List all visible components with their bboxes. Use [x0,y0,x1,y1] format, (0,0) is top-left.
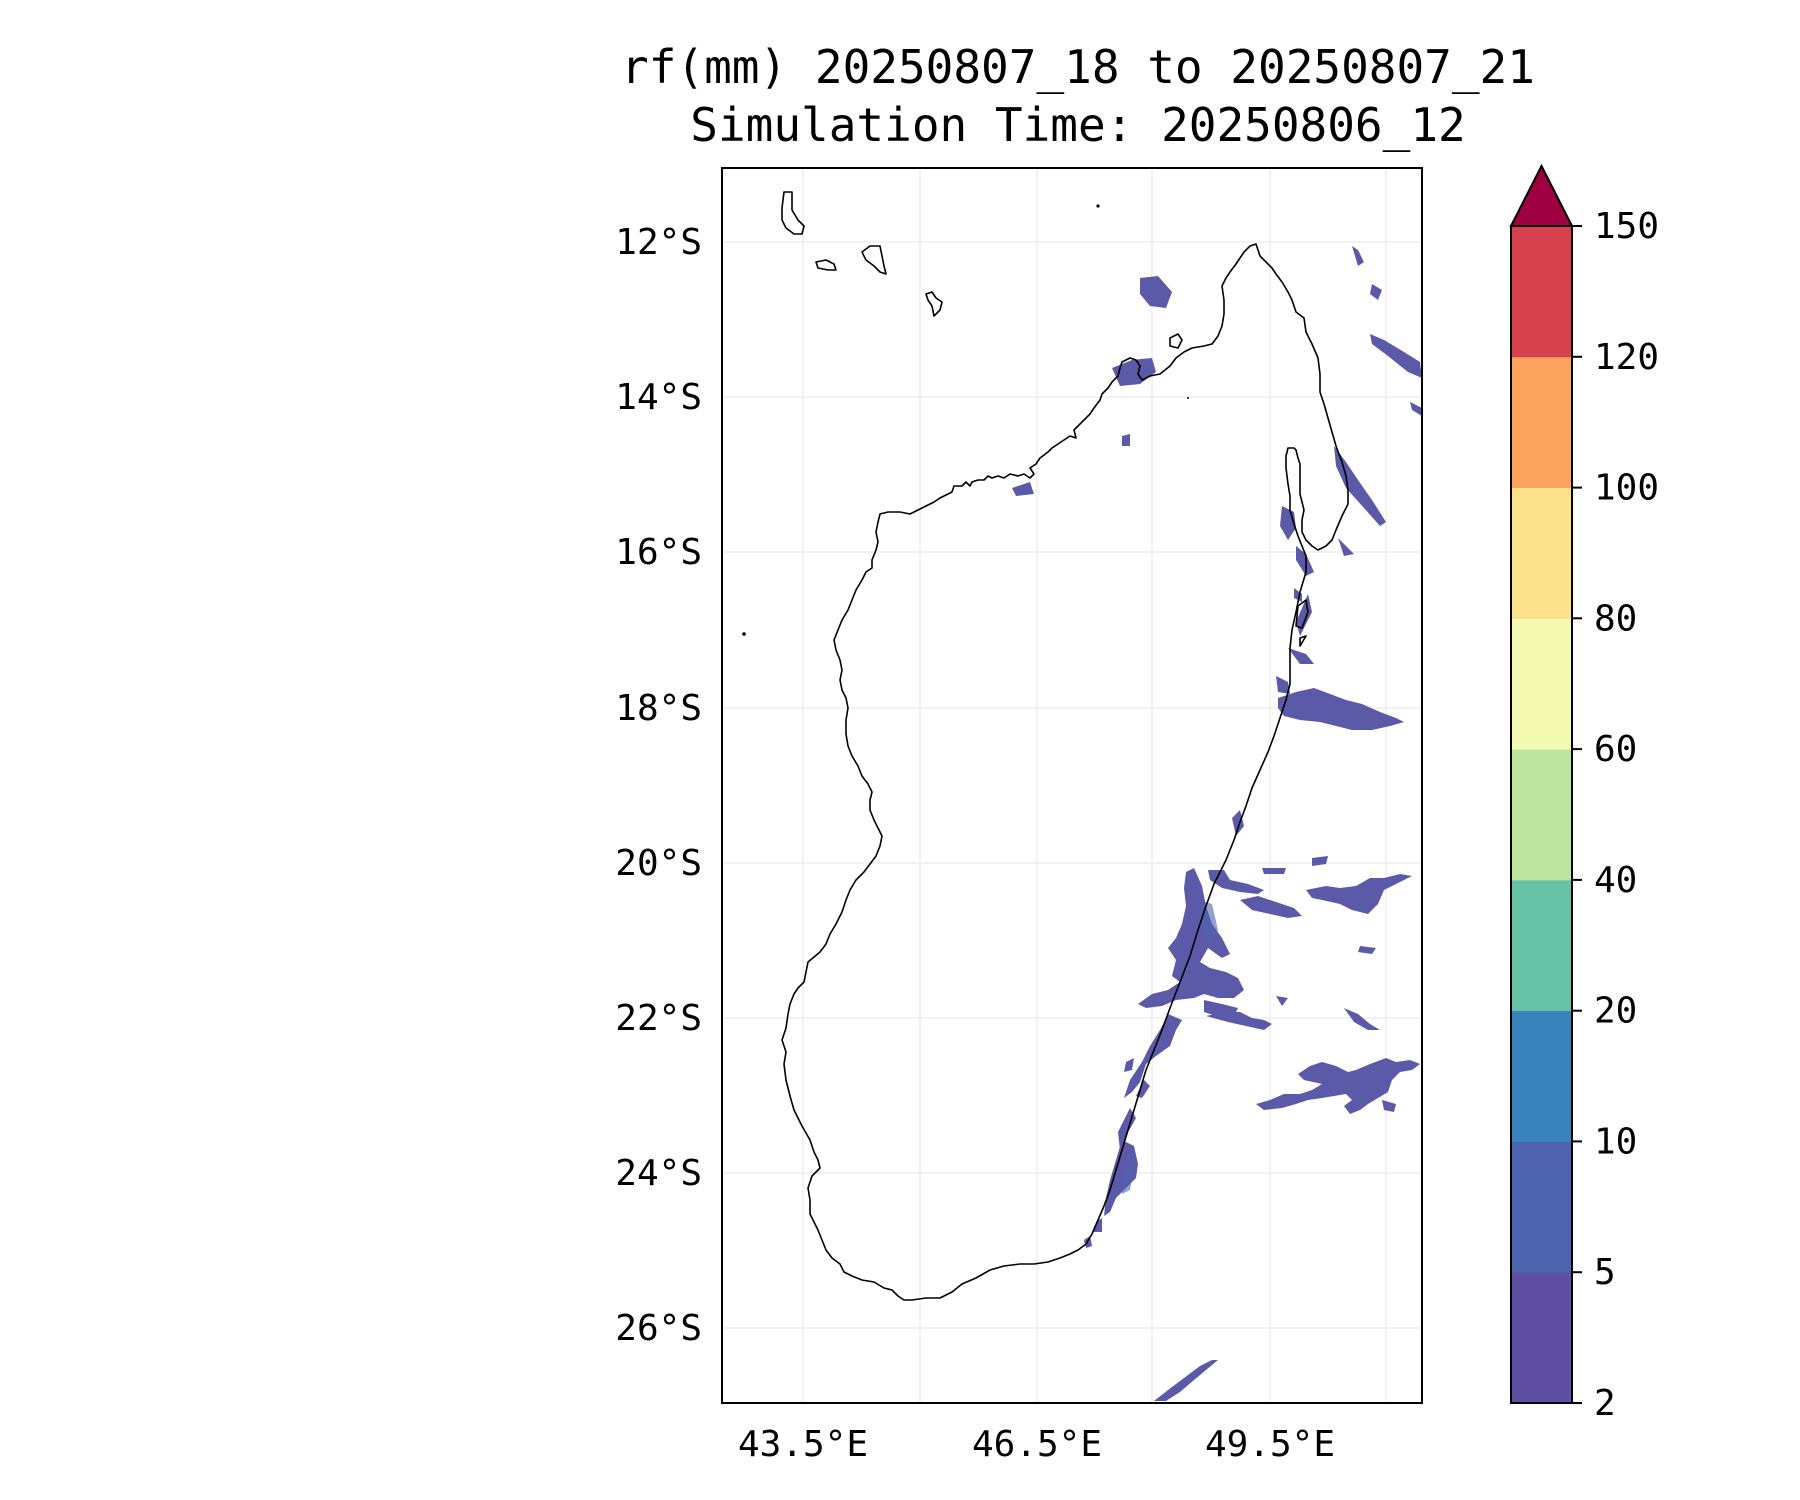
lat-tick-label: 24°S [615,1153,702,1194]
colorbar-tick-label: 150 [1594,206,1659,247]
colorbar-tick-label: 5 [1594,1252,1616,1293]
colorbar-segment [1511,226,1572,358]
madagascar-coastline [781,243,1349,1301]
rain-patch [1154,1360,1218,1401]
lat-tick-label: 16°S [615,532,702,573]
rain-patch [1240,896,1302,918]
islet [742,632,746,636]
colorbar-segment [1511,487,1572,619]
rain-patch [1358,946,1376,954]
title-line-2: Simulation Time: 20250806_12 [690,98,1466,152]
colorbar-segment [1511,879,1572,1012]
rain-patch [1012,482,1034,496]
islet [1096,204,1100,208]
rain-patch [1344,1008,1380,1030]
colorbar-tick-label: 40 [1594,860,1637,901]
rain-patch [1312,856,1328,866]
lat-tick-label: 18°S [615,688,702,729]
map-title: rf(mm) 20250807_18 to 20250807_21 Simula… [578,38,1578,154]
rain-patch [1306,874,1412,914]
island-nosy-boraha [1299,635,1307,647]
rain-patch [1122,434,1130,446]
rain-patch [1140,276,1172,308]
rain-patch [1296,594,1312,636]
rain-patch-heavier [1122,1160,1134,1194]
rain-patch [1124,1014,1182,1098]
colorbar-segment [1511,356,1572,489]
colorbar-tick-label: 2 [1594,1383,1616,1424]
rain-patch [1294,588,1302,602]
colorbar-segments [1511,226,1572,1404]
island-nosy-be [1169,333,1183,349]
rain-patch [1352,246,1364,266]
colorbar-tick-label: 80 [1594,598,1637,639]
title-line-1: rf(mm) 20250807_18 to 20250807_21 [621,40,1535,94]
rain-patch [1278,688,1404,730]
islets [742,204,1189,636]
rain-patch [1338,538,1354,556]
rain-patch [1124,1058,1134,1072]
rain-patch [1256,1058,1420,1114]
lat-tick-label: 14°S [615,377,702,418]
lon-tick-label: 46.5°E [972,1424,1102,1465]
rain-patch [1138,868,1244,1008]
colorbar-segment [1511,1010,1572,1142]
island-mayotte [925,291,943,317]
colorbar-ticks [1572,225,1582,1404]
lat-tick-label: 12°S [615,222,702,263]
lat-tick-label: 20°S [615,843,702,884]
rain-patch [1094,1218,1102,1232]
rain-patch [1208,870,1264,894]
longitude-tick-labels: 43.5°E 46.5°E 49.5°E [738,1424,1335,1465]
island-comoros-2 [815,259,837,271]
map-panel [721,167,1423,1404]
colorbar-extend-triangle [1509,163,1574,227]
coastline [781,191,1349,1301]
colorbar-tick-label: 120 [1594,337,1659,378]
rain-patch [1334,446,1386,526]
colorbar-frame [1510,225,1573,1404]
rain-patch [1276,676,1290,694]
colorbar-segment [1511,749,1572,881]
lat-tick-label: 22°S [615,998,702,1039]
island-comoros-3 [861,245,887,275]
lon-tick-label: 43.5°E [738,1424,868,1465]
rain-patch [1410,402,1422,416]
gridlines [722,168,1422,1403]
colorbar-tick-labels: 2 5 10 20 40 60 80 100 120 150 [1594,206,1659,1424]
colorbar: 2 5 10 20 40 60 80 100 120 150 [1509,163,1659,1424]
rain-patch [1382,1100,1396,1112]
colorbar-tick-label: 60 [1594,729,1637,770]
colorbar-tick-label: 10 [1594,1121,1637,1162]
rain-patch [1370,334,1422,378]
map-frame [721,167,1423,1404]
rain-patch [1232,810,1244,836]
rainfall-patches [1012,246,1422,1401]
colorbar-segment [1511,1272,1572,1404]
map-background [722,168,1422,1403]
lon-tick-label: 49.5°E [1205,1424,1335,1465]
lat-tick-label: 26°S [615,1308,702,1349]
rain-patch [1288,648,1314,664]
colorbar-segment [1511,1141,1572,1273]
latitude-tick-labels: 12°S 14°S 16°S 18°S 20°S 22°S 24°S 26°S [615,222,702,1349]
rain-patch [1262,868,1286,874]
rain-patch [1276,996,1288,1006]
rain-patch [1370,284,1382,300]
colorbar-tick-label: 100 [1594,468,1659,509]
colorbar-segment [1511,618,1572,750]
island-sainte-marie [1295,599,1309,629]
rain-patch [1104,1140,1138,1216]
islet [1187,397,1189,399]
colorbar-tick-label: 20 [1594,991,1637,1032]
island-comoros-1 [781,191,805,235]
rain-patch [1296,546,1314,576]
rain-patch [1206,1012,1272,1030]
